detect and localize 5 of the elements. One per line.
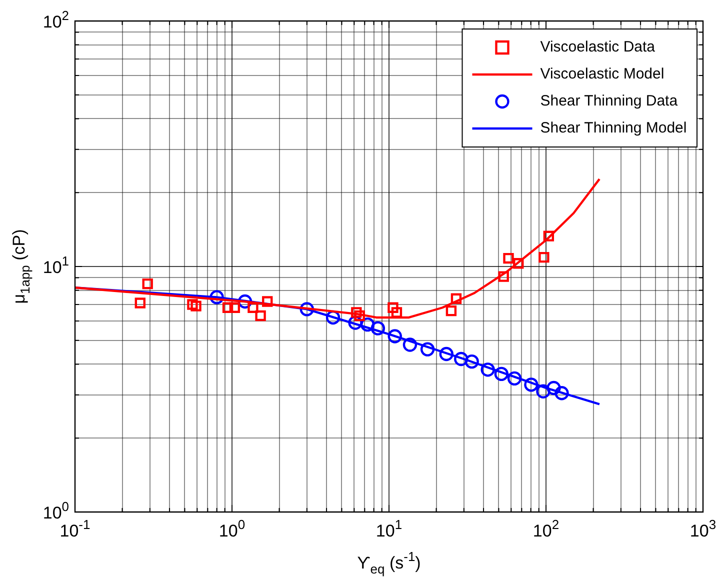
legend-label: Shear Thinning Model [540,120,687,137]
y-axis-title: μ1app (cP) [10,229,33,304]
legend-label: Shear Thinning Data [540,92,678,110]
legend-label: Viscoelastic Data [540,38,656,56]
legend-label: Viscoelastic Model [540,66,664,83]
